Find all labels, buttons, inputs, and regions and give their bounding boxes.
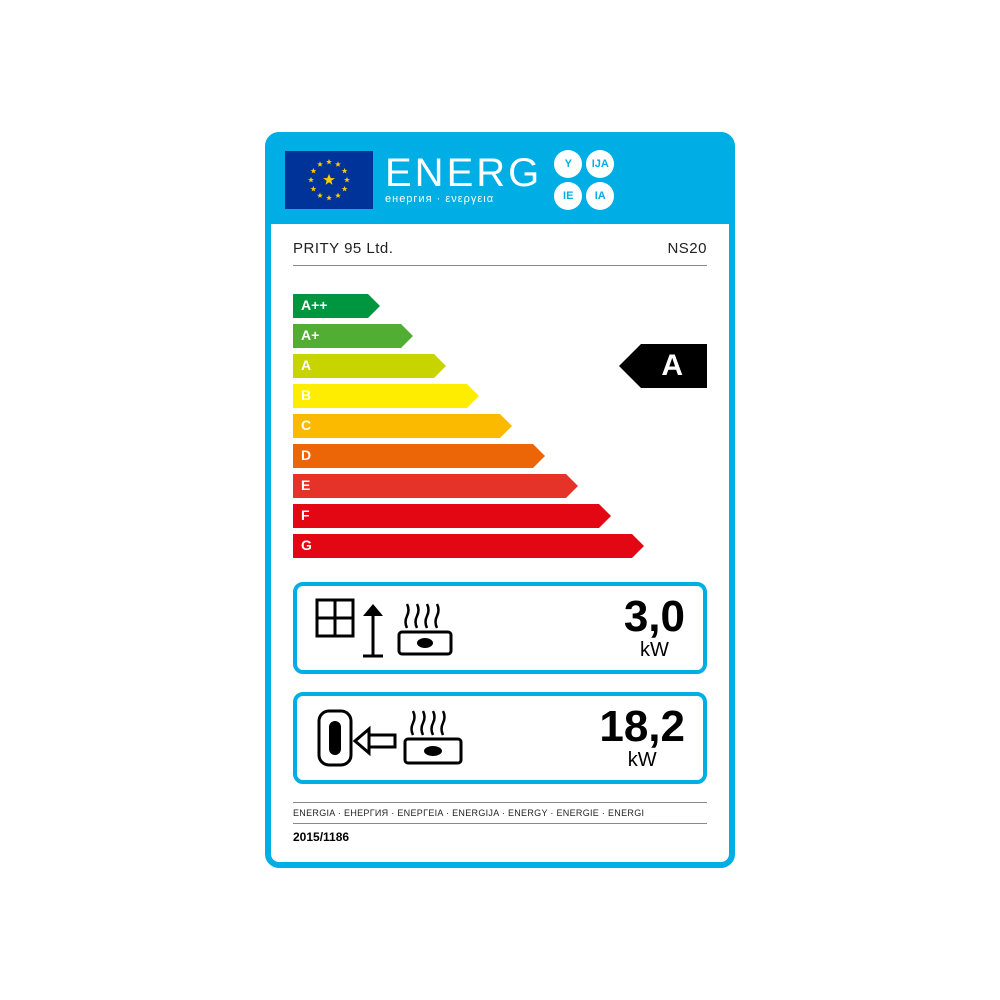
efficiency-bar: E [293, 474, 707, 498]
efficiency-bar-label: F [301, 507, 310, 523]
footer-translations: ENERGIA · ЕНЕРГИЯ · ΕΝΕΡΓΕΙΑ · ENERGIJA … [293, 802, 707, 824]
awarded-rating-arrow: A [619, 344, 707, 388]
lang-code: Y [554, 150, 582, 178]
efficiency-bar-label: G [301, 537, 312, 553]
energy-title-block: ENERG енергия · ενεργεια [385, 155, 542, 205]
lang-suffix-circles: Y IJA IE IA [554, 150, 614, 210]
efficiency-chart: A++A+ABCDEFG A [293, 294, 707, 564]
header: ENERG енергия · ενεργεια Y IJA IE IA [271, 138, 729, 224]
efficiency-bar-label: D [301, 447, 311, 463]
spec-unit: kW [599, 749, 685, 772]
efficiency-bar-label: A++ [301, 297, 327, 313]
spec-unit: kW [624, 639, 685, 662]
maker-row: PRITY 95 Ltd. NS20 [293, 240, 707, 266]
model: NS20 [667, 240, 707, 257]
label-body: PRITY 95 Ltd. NS20 A++A+ABCDEFG A [271, 224, 729, 862]
energy-title: ENERG [385, 155, 542, 191]
lang-code: IJA [586, 150, 614, 178]
energy-label: ENERG енергия · ενεργεια Y IJA IE IA PRI… [265, 132, 735, 868]
efficiency-bar-label: A [301, 357, 311, 373]
efficiency-bar-label: E [301, 477, 310, 493]
efficiency-bar: G [293, 534, 707, 558]
water-heating-icons [315, 705, 475, 771]
regulation-number: 2015/1186 [293, 830, 707, 852]
lang-code: IE [554, 182, 582, 210]
efficiency-bar-label: A+ [301, 327, 319, 343]
efficiency-bar-label: C [301, 417, 311, 433]
manufacturer: PRITY 95 Ltd. [293, 240, 393, 257]
efficiency-bar-label: B [301, 387, 311, 403]
efficiency-bar: A++ [293, 294, 707, 318]
room-heating-icons [315, 598, 465, 658]
efficiency-bar: F [293, 504, 707, 528]
lang-code: IA [586, 182, 614, 210]
efficiency-bar: D [293, 444, 707, 468]
spec-number: 18,2 [599, 705, 685, 749]
spec-value: 18,2 kW [599, 705, 685, 772]
spec-room-heating: 3,0 kW [293, 582, 707, 674]
spec-number: 3,0 [624, 595, 685, 639]
spec-value: 3,0 kW [624, 595, 685, 662]
awarded-rating: A [641, 344, 707, 388]
eu-flag-icon [285, 151, 373, 209]
efficiency-bar: C [293, 414, 707, 438]
spec-water-heating: 18,2 kW [293, 692, 707, 784]
